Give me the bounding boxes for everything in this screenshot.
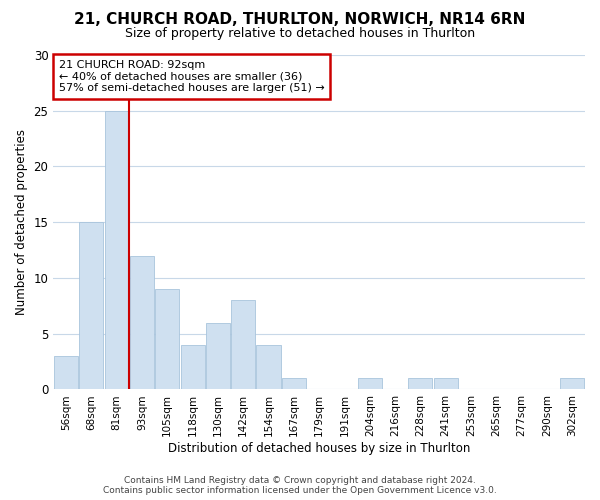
Bar [104, 110, 128, 390]
Bar [434, 378, 458, 390]
Bar [282, 378, 306, 390]
Bar [256, 345, 281, 390]
Bar [409, 378, 433, 390]
Bar [155, 289, 179, 390]
X-axis label: Distribution of detached houses by size in Thurlton: Distribution of detached houses by size … [168, 442, 470, 455]
Bar [79, 222, 103, 390]
Text: Size of property relative to detached houses in Thurlton: Size of property relative to detached ho… [125, 28, 475, 40]
Y-axis label: Number of detached properties: Number of detached properties [15, 129, 28, 315]
Bar [358, 378, 382, 390]
Bar [54, 356, 78, 390]
Bar [231, 300, 255, 390]
Text: 21, CHURCH ROAD, THURLTON, NORWICH, NR14 6RN: 21, CHURCH ROAD, THURLTON, NORWICH, NR14… [74, 12, 526, 28]
Text: 21 CHURCH ROAD: 92sqm
← 40% of detached houses are smaller (36)
57% of semi-deta: 21 CHURCH ROAD: 92sqm ← 40% of detached … [59, 60, 325, 93]
Bar [130, 256, 154, 390]
Bar [206, 322, 230, 390]
Bar [181, 345, 205, 390]
Bar [560, 378, 584, 390]
Text: Contains HM Land Registry data © Crown copyright and database right 2024.
Contai: Contains HM Land Registry data © Crown c… [103, 476, 497, 495]
